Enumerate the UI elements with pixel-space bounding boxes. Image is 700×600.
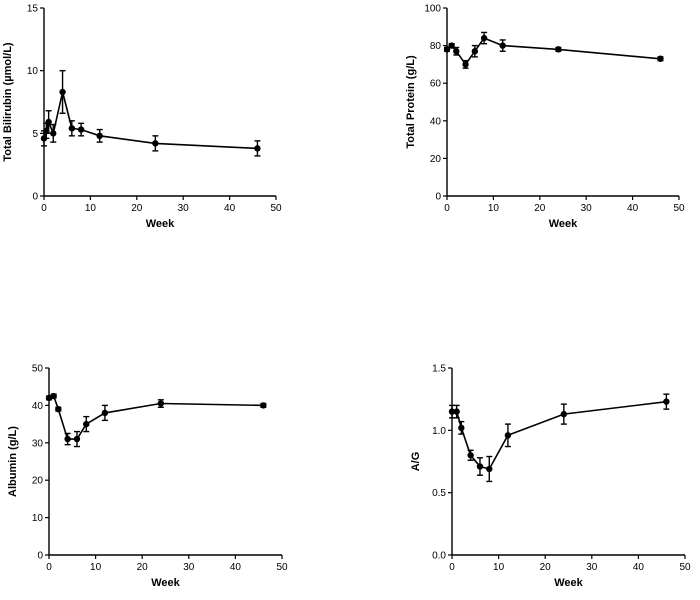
x-tick-label: 10 — [90, 562, 102, 573]
x-tick-label: 40 — [627, 203, 639, 214]
data-point — [50, 392, 57, 400]
data-point — [254, 145, 261, 152]
x-axis-title: Week — [554, 577, 583, 589]
x-axis-title: Week — [146, 218, 175, 230]
x-tick-label: 0 — [41, 203, 47, 214]
y-tick-label: 80 — [430, 41, 442, 52]
y-tick-label: 5 — [32, 129, 38, 140]
y-tick-label: 1.5 — [432, 364, 446, 375]
data-point — [45, 118, 52, 126]
x-tick-label: 40 — [633, 562, 645, 573]
y-tick-label: 0 — [435, 192, 441, 203]
data-point — [83, 420, 90, 428]
y-axis-title: Total Protein (g/L) — [405, 55, 417, 149]
data-point — [96, 132, 103, 140]
x-tick-label: 40 — [224, 203, 236, 214]
data-point — [152, 140, 159, 147]
data-point — [486, 465, 493, 473]
x-tick-label: 30 — [581, 203, 593, 214]
x-tick-label: 30 — [183, 562, 195, 573]
y-tick-label: 20 — [430, 154, 442, 165]
data-point — [560, 410, 568, 418]
x-tick-label: 0 — [449, 562, 455, 573]
y-tick-label: 20 — [32, 476, 44, 487]
x-tick-label: 20 — [137, 562, 149, 573]
x-tick-label: 10 — [85, 203, 97, 214]
data-point — [480, 34, 488, 42]
data-point — [657, 55, 664, 62]
y-axis-title: Total Bilirubin (µmol/L) — [2, 42, 14, 162]
x-tick-label: 0 — [46, 562, 52, 573]
series-line — [48, 395, 264, 440]
data-point — [443, 46, 451, 53]
x-tick-label: 50 — [679, 562, 691, 573]
y-tick-label: 40 — [32, 401, 44, 412]
data-point — [458, 424, 465, 432]
data-point — [663, 398, 670, 405]
series-line — [446, 37, 661, 66]
y-tick-label: 100 — [424, 4, 441, 15]
data-point — [43, 127, 50, 135]
x-tick-label: 20 — [131, 203, 143, 214]
series-line — [43, 91, 258, 150]
x-axis-title: Week — [549, 218, 578, 230]
data-point — [59, 88, 66, 96]
y-tick-label: 1.0 — [432, 426, 446, 437]
data-point — [471, 48, 479, 55]
x-tick-label: 10 — [493, 562, 505, 573]
x-tick-label: 40 — [230, 562, 242, 573]
y-tick-label: 10 — [27, 66, 39, 77]
data-point — [77, 126, 85, 133]
y-tick-label: 10 — [32, 513, 44, 524]
x-tick-label: 50 — [270, 203, 282, 214]
y-tick-label: 50 — [32, 364, 44, 375]
x-tick-label: 30 — [178, 203, 190, 214]
data-point — [467, 452, 474, 459]
y-axis-title: Albumin (g/L) — [7, 426, 19, 497]
data-point — [504, 432, 512, 439]
data-point — [68, 125, 76, 132]
x-tick-label: 0 — [444, 203, 450, 214]
y-tick-label: 30 — [32, 438, 44, 449]
y-tick-label: 0 — [37, 551, 43, 562]
y-tick-label: 15 — [27, 4, 39, 15]
chart-panel-1: 0 10 20 30 40 50 0 5 10 15 Week Total Bilirubin (µm… — [2, 4, 282, 231]
data-point — [157, 400, 165, 407]
data-point — [476, 463, 484, 470]
data-point — [499, 42, 506, 49]
data-point — [64, 435, 71, 443]
data-point — [448, 42, 455, 49]
y-tick-label: 0 — [32, 192, 38, 203]
data-point — [55, 405, 62, 413]
data-point — [448, 408, 456, 415]
x-tick-label: 20 — [534, 203, 546, 214]
y-tick-label: 0.0 — [432, 551, 446, 562]
x-tick-label: 20 — [540, 562, 552, 573]
data-point — [453, 408, 460, 415]
data-point — [555, 46, 562, 53]
data-point — [50, 130, 57, 137]
chart-panel-4: 0 10 20 30 40 50 0.0 0.5 1.0 1.5 Week A/G — [410, 364, 691, 590]
series-line — [452, 400, 667, 470]
chart-panel-3: 0 10 20 30 40 50 0 10 20 30 40 50 Week Albumin (g/L) — [7, 364, 288, 590]
x-tick-label: 10 — [488, 203, 500, 214]
x-tick-label: 50 — [276, 562, 288, 573]
data-point — [260, 402, 267, 409]
chart-panel-2: 0 10 20 30 40 50 0 20 40 60 80 100 Week Total Protein… — [405, 4, 685, 231]
x-tick-label: 30 — [586, 562, 598, 573]
x-tick-label: 50 — [673, 203, 685, 214]
data-point — [453, 48, 460, 55]
x-axis-title: Week — [151, 577, 180, 589]
y-tick-label: 0.5 — [432, 488, 446, 499]
y-tick-label: 40 — [430, 116, 442, 127]
data-point — [101, 409, 109, 417]
data-point — [462, 61, 469, 68]
y-tick-label: 60 — [430, 79, 442, 90]
data-point — [73, 435, 81, 443]
y-axis-title: A/G — [410, 452, 422, 472]
